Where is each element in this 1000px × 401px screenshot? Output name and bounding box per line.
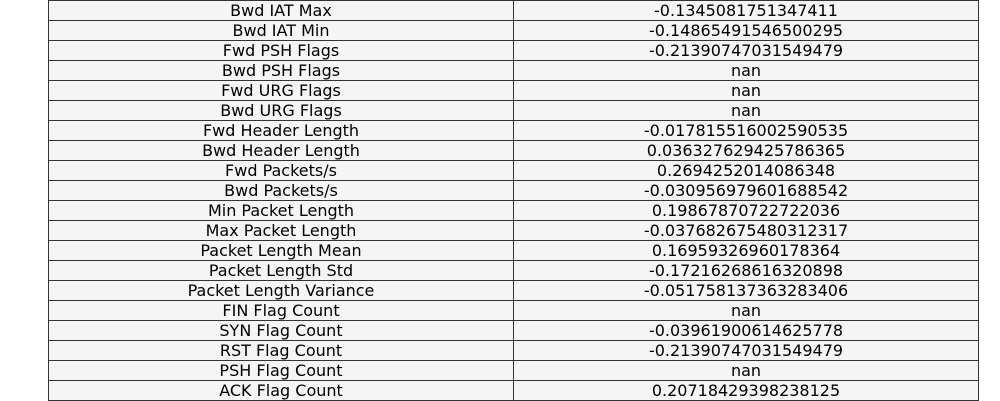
- table-row: Min Packet Length 0.19867870722722036: [48, 200, 979, 221]
- table-row: Bwd PSH Flags nan: [48, 60, 979, 81]
- table-row: Bwd IAT Max -0.1345081751347411: [48, 0, 979, 21]
- table-row: Fwd URG Flags nan: [48, 80, 979, 101]
- feature-name-cell: Bwd Packets/s: [48, 180, 514, 201]
- table-row: ACK Flag Count 0.20718429398238125: [48, 380, 979, 401]
- feature-name-cell: Fwd URG Flags: [48, 80, 514, 101]
- feature-name-cell: Packet Length Variance: [48, 280, 514, 301]
- feature-name-cell: Min Packet Length: [48, 200, 514, 221]
- table-row: Bwd Packets/s -0.030956979601688542: [48, 180, 979, 201]
- correlation-value-cell: 0.19867870722722036: [513, 200, 979, 221]
- table-row: PSH Flag Count nan: [48, 360, 979, 381]
- feature-name-cell: Bwd IAT Max: [48, 0, 514, 21]
- correlation-value-cell: -0.21390747031549479: [513, 40, 979, 61]
- feature-name-cell: FIN Flag Count: [48, 300, 514, 321]
- correlation-value-cell: nan: [513, 300, 979, 321]
- correlation-value-cell: -0.051758137363283406: [513, 280, 979, 301]
- feature-name-cell: PSH Flag Count: [48, 360, 514, 381]
- table-row: RST Flag Count -0.21390747031549479: [48, 340, 979, 361]
- table-row: Max Packet Length -0.037682675480312317: [48, 220, 979, 241]
- table-row: Packet Length Mean 0.16959326960178364: [48, 240, 979, 261]
- feature-name-cell: ACK Flag Count: [48, 380, 514, 401]
- correlation-table: Bwd IAT Max -0.1345081751347411 Bwd IAT Mi…: [48, 0, 979, 401]
- correlation-value-cell: nan: [513, 60, 979, 81]
- correlation-value-cell: 0.16959326960178364: [513, 240, 979, 261]
- feature-name-cell: Fwd PSH Flags: [48, 40, 514, 61]
- table-row: Bwd IAT Min -0.14865491546500295: [48, 20, 979, 41]
- feature-name-cell: Bwd PSH Flags: [48, 60, 514, 81]
- feature-name-cell: Max Packet Length: [48, 220, 514, 241]
- feature-name-cell: Bwd Header Length: [48, 140, 514, 161]
- table-row: Bwd Header Length 0.036327629425786365: [48, 140, 979, 161]
- correlation-table-container: Bwd IAT Max -0.1345081751347411 Bwd IAT Mi…: [48, 0, 979, 401]
- correlation-value-cell: nan: [513, 80, 979, 101]
- correlation-value-cell: -0.03961900614625778: [513, 320, 979, 341]
- table-row: Fwd Packets/s 0.2694252014086348: [48, 160, 979, 181]
- correlation-value-cell: -0.1345081751347411: [513, 0, 979, 21]
- feature-name-cell: Packet Length Mean: [48, 240, 514, 261]
- table-row: Fwd PSH Flags -0.21390747031549479: [48, 40, 979, 61]
- table-row: Packet Length Variance -0.051758137363283…: [48, 280, 979, 301]
- correlation-value-cell: -0.017815516002590535: [513, 120, 979, 141]
- table-row: Packet Length Std -0.17216268616320898: [48, 260, 979, 281]
- feature-name-cell: Packet Length Std: [48, 260, 514, 281]
- table-row: Fwd Header Length -0.017815516002590535: [48, 120, 979, 141]
- correlation-value-cell: -0.037682675480312317: [513, 220, 979, 241]
- table-row: Bwd URG Flags nan: [48, 100, 979, 121]
- correlation-value-cell: 0.20718429398238125: [513, 380, 979, 401]
- feature-name-cell: Bwd URG Flags: [48, 100, 514, 121]
- feature-name-cell: SYN Flag Count: [48, 320, 514, 341]
- feature-name-cell: RST Flag Count: [48, 340, 514, 361]
- table-row: SYN Flag Count -0.03961900614625778: [48, 320, 979, 341]
- correlation-value-cell: -0.21390747031549479: [513, 340, 979, 361]
- correlation-value-cell: -0.14865491546500295: [513, 20, 979, 41]
- correlation-value-cell: -0.17216268616320898: [513, 260, 979, 281]
- correlation-value-cell: nan: [513, 360, 979, 381]
- feature-name-cell: Fwd Header Length: [48, 120, 514, 141]
- correlation-value-cell: 0.2694252014086348: [513, 160, 979, 181]
- feature-name-cell: Fwd Packets/s: [48, 160, 514, 181]
- feature-name-cell: Bwd IAT Min: [48, 20, 514, 41]
- table-body: Bwd IAT Max -0.1345081751347411 Bwd IAT Mi…: [48, 0, 979, 401]
- correlation-value-cell: nan: [513, 100, 979, 121]
- correlation-value-cell: 0.036327629425786365: [513, 140, 979, 161]
- correlation-value-cell: -0.030956979601688542: [513, 180, 979, 201]
- table-row: FIN Flag Count nan: [48, 300, 979, 321]
